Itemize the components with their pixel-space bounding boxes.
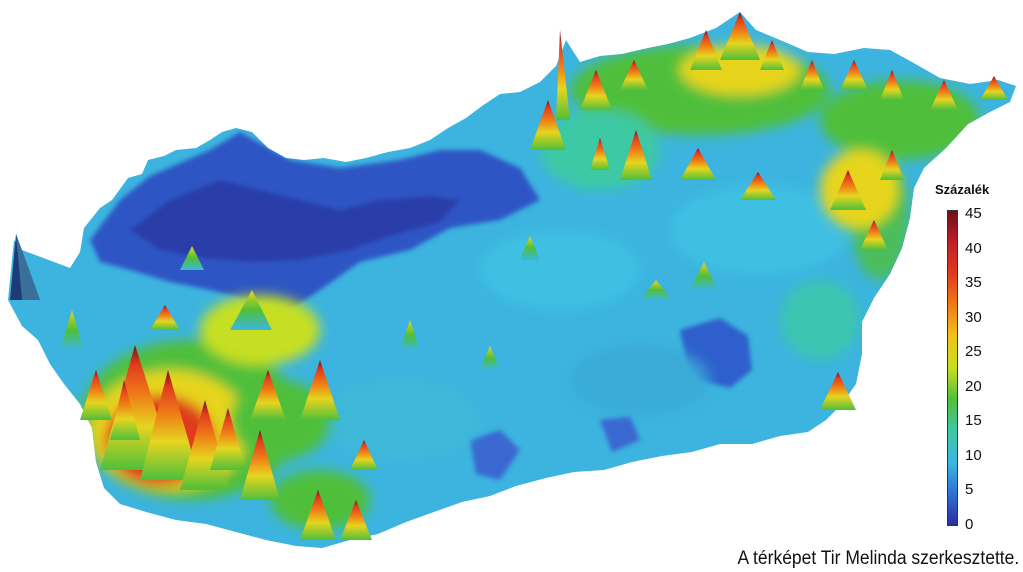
- legend-tick-15: 15: [965, 412, 982, 429]
- peaks-layer: [10, 12, 1008, 540]
- legend-tick-40: 40: [965, 240, 982, 257]
- legend-tick-5: 5: [965, 481, 974, 498]
- legend-tick-10: 10: [965, 447, 982, 464]
- legend-tick-35: 35: [965, 274, 982, 291]
- legend-tick-30: 30: [965, 309, 982, 326]
- map-legend: Százalék 45 40 35 30 25 20 15 10 5 0: [935, 182, 1015, 542]
- legend-title: Százalék: [935, 182, 990, 197]
- legend-tick-20: 20: [965, 378, 982, 395]
- legend-tick-25: 25: [965, 343, 982, 360]
- map-credit: A térképet Tir Melinda szerkesztette.: [737, 548, 1019, 569]
- legend-tick-0: 0: [965, 516, 974, 533]
- legend-color-bar: [947, 210, 958, 526]
- legend-tick-45: 45: [965, 205, 982, 222]
- terrain-layer: [80, 45, 980, 530]
